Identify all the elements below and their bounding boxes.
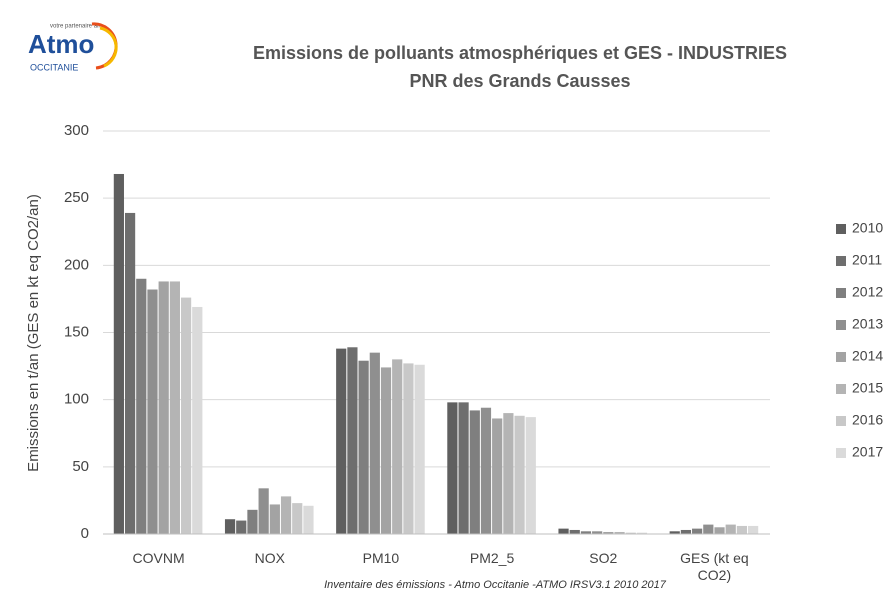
y-tick-label: 0 <box>81 525 89 542</box>
legend-swatch <box>836 448 846 458</box>
y-tick-label: 200 <box>64 256 89 273</box>
bar <box>480 407 492 534</box>
legend-label: 2012 <box>852 284 883 300</box>
bar <box>469 410 480 534</box>
bar <box>403 363 414 534</box>
bar <box>558 528 569 534</box>
bar <box>292 503 303 534</box>
x-tick-label: PM2_5 <box>469 550 515 566</box>
bar <box>414 364 425 534</box>
source: Inventaire des émissions - Atmo Occitani… <box>324 579 667 591</box>
bar <box>725 524 736 534</box>
bar <box>636 532 648 534</box>
legend-label: 2017 <box>852 444 883 460</box>
bar <box>336 348 347 534</box>
bar <box>258 488 269 534</box>
bar <box>380 367 392 534</box>
bar <box>303 505 314 534</box>
legend-label: 2015 <box>852 380 883 396</box>
legend-label: 2011 <box>852 252 882 268</box>
x-tick-label: COVNM <box>132 550 185 566</box>
bar <box>392 359 403 534</box>
chart-subtitle: PNR des Grands Causses <box>409 71 630 91</box>
legend-swatch <box>836 256 846 266</box>
bar <box>236 520 247 534</box>
logo-tagline: votre partenaire air <box>50 24 100 30</box>
bar <box>525 417 536 534</box>
legend-label: 2016 <box>852 412 883 428</box>
bar <box>347 347 358 534</box>
x-tick-label: NOX <box>254 550 285 566</box>
chart-title: Emissions de polluants atmosphériques et… <box>253 43 787 63</box>
bar <box>358 360 369 534</box>
bar <box>247 509 258 534</box>
y-tick-label: 300 <box>64 122 89 139</box>
bar <box>369 352 380 534</box>
legend-swatch <box>836 224 846 234</box>
bar <box>580 531 592 534</box>
bar <box>280 496 292 534</box>
bar <box>714 527 725 534</box>
bar <box>136 278 147 534</box>
bar <box>169 281 180 534</box>
bar <box>603 531 614 534</box>
bar <box>158 281 169 534</box>
bar <box>113 173 124 534</box>
legend-label: 2010 <box>852 220 883 236</box>
bar <box>692 528 703 534</box>
bar <box>680 529 692 534</box>
bar <box>192 306 203 534</box>
bar <box>147 289 158 534</box>
bar <box>180 297 192 534</box>
bar <box>124 212 136 534</box>
logo-name: Atmo <box>28 29 94 59</box>
bar <box>569 529 580 534</box>
logo-arc <box>99 26 118 68</box>
legend-swatch <box>836 352 846 362</box>
bar <box>703 524 714 534</box>
y-tick-label: 50 <box>72 458 89 475</box>
y-tick-label: 100 <box>64 391 89 408</box>
bar <box>503 413 514 534</box>
legend-swatch <box>836 384 846 394</box>
legend-swatch <box>836 320 846 330</box>
legend-label: 2013 <box>852 316 883 332</box>
bar <box>592 531 603 534</box>
legend-swatch <box>836 416 846 426</box>
bar <box>669 531 680 534</box>
bar <box>269 504 280 534</box>
legend-swatch <box>836 288 846 298</box>
bar <box>514 415 525 534</box>
bar <box>224 519 236 534</box>
bar <box>492 418 503 534</box>
bar <box>736 525 748 534</box>
x-tick-label: PM10 <box>362 550 400 566</box>
logo-region: OCCITANIE <box>30 62 78 72</box>
bar <box>748 525 759 534</box>
y-tick-label: 250 <box>64 189 89 206</box>
x-tick-label: SO2 <box>589 550 618 566</box>
bar <box>458 402 469 534</box>
x-tick-label: GES (kt eq CO2) <box>680 550 749 583</box>
bar <box>614 531 625 534</box>
legend-label: 2014 <box>852 348 883 364</box>
y-tick-label: 150 <box>64 323 89 340</box>
bar <box>447 402 458 534</box>
bar <box>625 532 636 534</box>
y-axis-label: Emissions en t/an (GES en kt eq CO2/an) <box>25 194 42 472</box>
